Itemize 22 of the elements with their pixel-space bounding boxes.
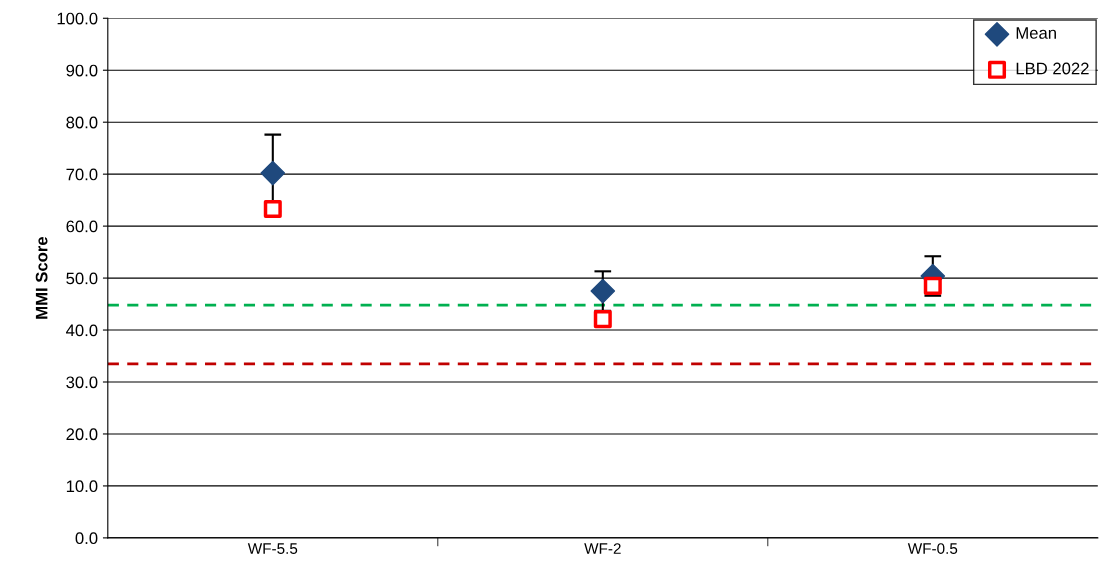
x-tick-label: WF-5.5 [247, 543, 298, 554]
point [260, 160, 286, 186]
x-tick-label: WF-2 [584, 543, 621, 554]
y-tick-label: 40.0 [66, 324, 98, 337]
legend-label: Mean [1016, 27, 1056, 39]
point [590, 278, 616, 304]
y-tick-label: 80.0 [66, 116, 98, 129]
y-tick-label: 70.0 [66, 168, 98, 181]
y-tick-label: 60.0 [66, 220, 98, 233]
legend-label: LBD 2022 [1016, 62, 1089, 75]
y-tick-label: 100.0 [57, 12, 98, 25]
y-tick-label: 50.0 [66, 272, 98, 285]
y-tick-label: 0.0 [75, 532, 98, 545]
point [593, 310, 612, 329]
y-tick-label: 90.0 [66, 64, 98, 77]
point [923, 276, 942, 295]
y-axis-title: MMI Score [35, 236, 48, 319]
x-tick-label: WF-0.5 [907, 543, 958, 554]
y-tick-label: 20.0 [66, 428, 98, 441]
y-tick-label: 30.0 [66, 376, 98, 389]
y-tick-label: 10.0 [66, 480, 98, 493]
point [263, 199, 282, 218]
